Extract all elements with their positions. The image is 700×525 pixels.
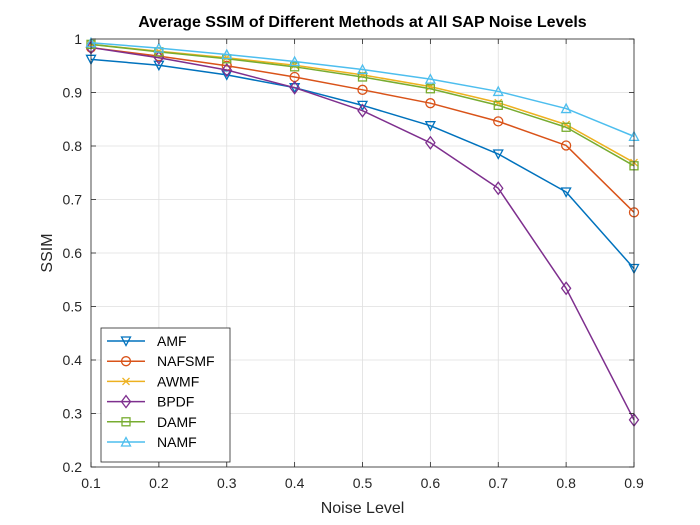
series-line-damf	[90, 43, 635, 167]
x-tick-label: 0.8	[556, 475, 576, 491]
y-tick-label: 0.9	[63, 85, 83, 101]
legend-marker-awmf	[122, 377, 130, 386]
data-point-bpdf	[492, 181, 504, 196]
y-axis-ticks: 0.2 0.3 0.4 0.5 0.6 0.7 0.8 0.9 1	[63, 31, 634, 475]
data-point-namf	[153, 42, 165, 53]
x-tick-label: 0.9	[624, 475, 644, 491]
legend-marker-damf	[121, 417, 131, 427]
x-axis-ticks: 0.1 0.2 0.3 0.4 0.5 0.6 0.7 0.8 0.9	[81, 39, 644, 491]
legend: AMF NAFSMF AWMF BPDF DAMF NAMF	[100, 327, 231, 463]
y-tick-label: 0.8	[63, 138, 83, 154]
y-tick-label: 0.5	[63, 299, 83, 315]
data-point-namf	[560, 102, 572, 114]
legend-box	[100, 327, 231, 463]
y-tick-label: 0.2	[63, 459, 83, 475]
legend-marker-nafsmf	[120, 356, 132, 367]
y-axis-title: SSIM	[39, 233, 56, 272]
legend-label-bpdf: BPDF	[157, 394, 194, 410]
data-point-namf	[289, 55, 301, 67]
data-point-damf	[289, 62, 300, 72]
data-point-namf	[221, 48, 233, 60]
legend-item-bpdf: BPDF	[107, 394, 194, 410]
legend-item-nafsmf: NAFSMF	[107, 353, 215, 369]
data-point-bpdf	[560, 281, 572, 296]
y-tick-label: 0.6	[63, 245, 83, 261]
x-tick-label: 0.2	[149, 475, 169, 491]
x-tick-label: 0.5	[353, 475, 373, 491]
y-tick-label: 1	[74, 31, 82, 47]
series-line-namf	[90, 41, 635, 138]
x-tick-label: 0.4	[285, 475, 305, 491]
legend-label-damf: DAMF	[157, 414, 197, 430]
data-point-bpdf	[357, 103, 368, 118]
x-tick-label: 0.6	[421, 475, 441, 491]
data-point-nafsmf	[357, 84, 368, 95]
legend-marker-bpdf	[120, 394, 132, 409]
data-point-nafsmf	[425, 98, 436, 109]
data-point-namf	[424, 73, 436, 84]
series-layer	[85, 36, 640, 428]
legend-label-nafsmf: NAFSMF	[157, 353, 215, 369]
legend-label-amf: AMF	[157, 333, 187, 349]
data-point-damf	[561, 122, 571, 132]
data-point-bpdf	[221, 62, 233, 78]
legend-item-amf: AMF	[107, 333, 187, 349]
x-axis-title: Noise Level	[321, 500, 405, 517]
series-line-bpdf	[90, 46, 635, 421]
data-point-amf	[356, 100, 369, 112]
legend-marker-namf	[120, 436, 132, 447]
data-point-amf	[560, 187, 572, 198]
legend-label-namf: NAMF	[157, 434, 197, 450]
legend-item-namf: NAMF	[107, 434, 197, 450]
data-point-namf	[356, 63, 369, 75]
data-point-damf	[493, 100, 503, 110]
data-point-nafsmf	[493, 116, 504, 127]
x-tick-label: 0.7	[489, 475, 509, 491]
data-point-amf	[492, 149, 504, 160]
legend-label-awmf: AWMF	[157, 373, 199, 389]
x-tick-label: 0.3	[217, 475, 237, 491]
data-point-bpdf	[289, 80, 300, 95]
data-point-damf	[425, 84, 436, 94]
x-tick-label: 0.1	[81, 475, 101, 491]
data-point-nafsmf	[560, 140, 572, 151]
legend-item-damf: DAMF	[107, 414, 197, 430]
legend-marker-amf	[120, 336, 132, 347]
legend-item-awmf: AWMF	[107, 373, 199, 389]
data-point-bpdf	[425, 135, 436, 150]
series-line-nafsmf	[90, 46, 635, 213]
data-point-amf	[424, 121, 436, 132]
chart-title: Average SSIM of Different Methods at All…	[138, 14, 587, 31]
y-tick-label: 0.7	[63, 192, 83, 208]
y-tick-label: 0.4	[63, 352, 83, 368]
data-point-namf	[492, 85, 504, 97]
y-tick-label: 0.3	[63, 406, 83, 422]
